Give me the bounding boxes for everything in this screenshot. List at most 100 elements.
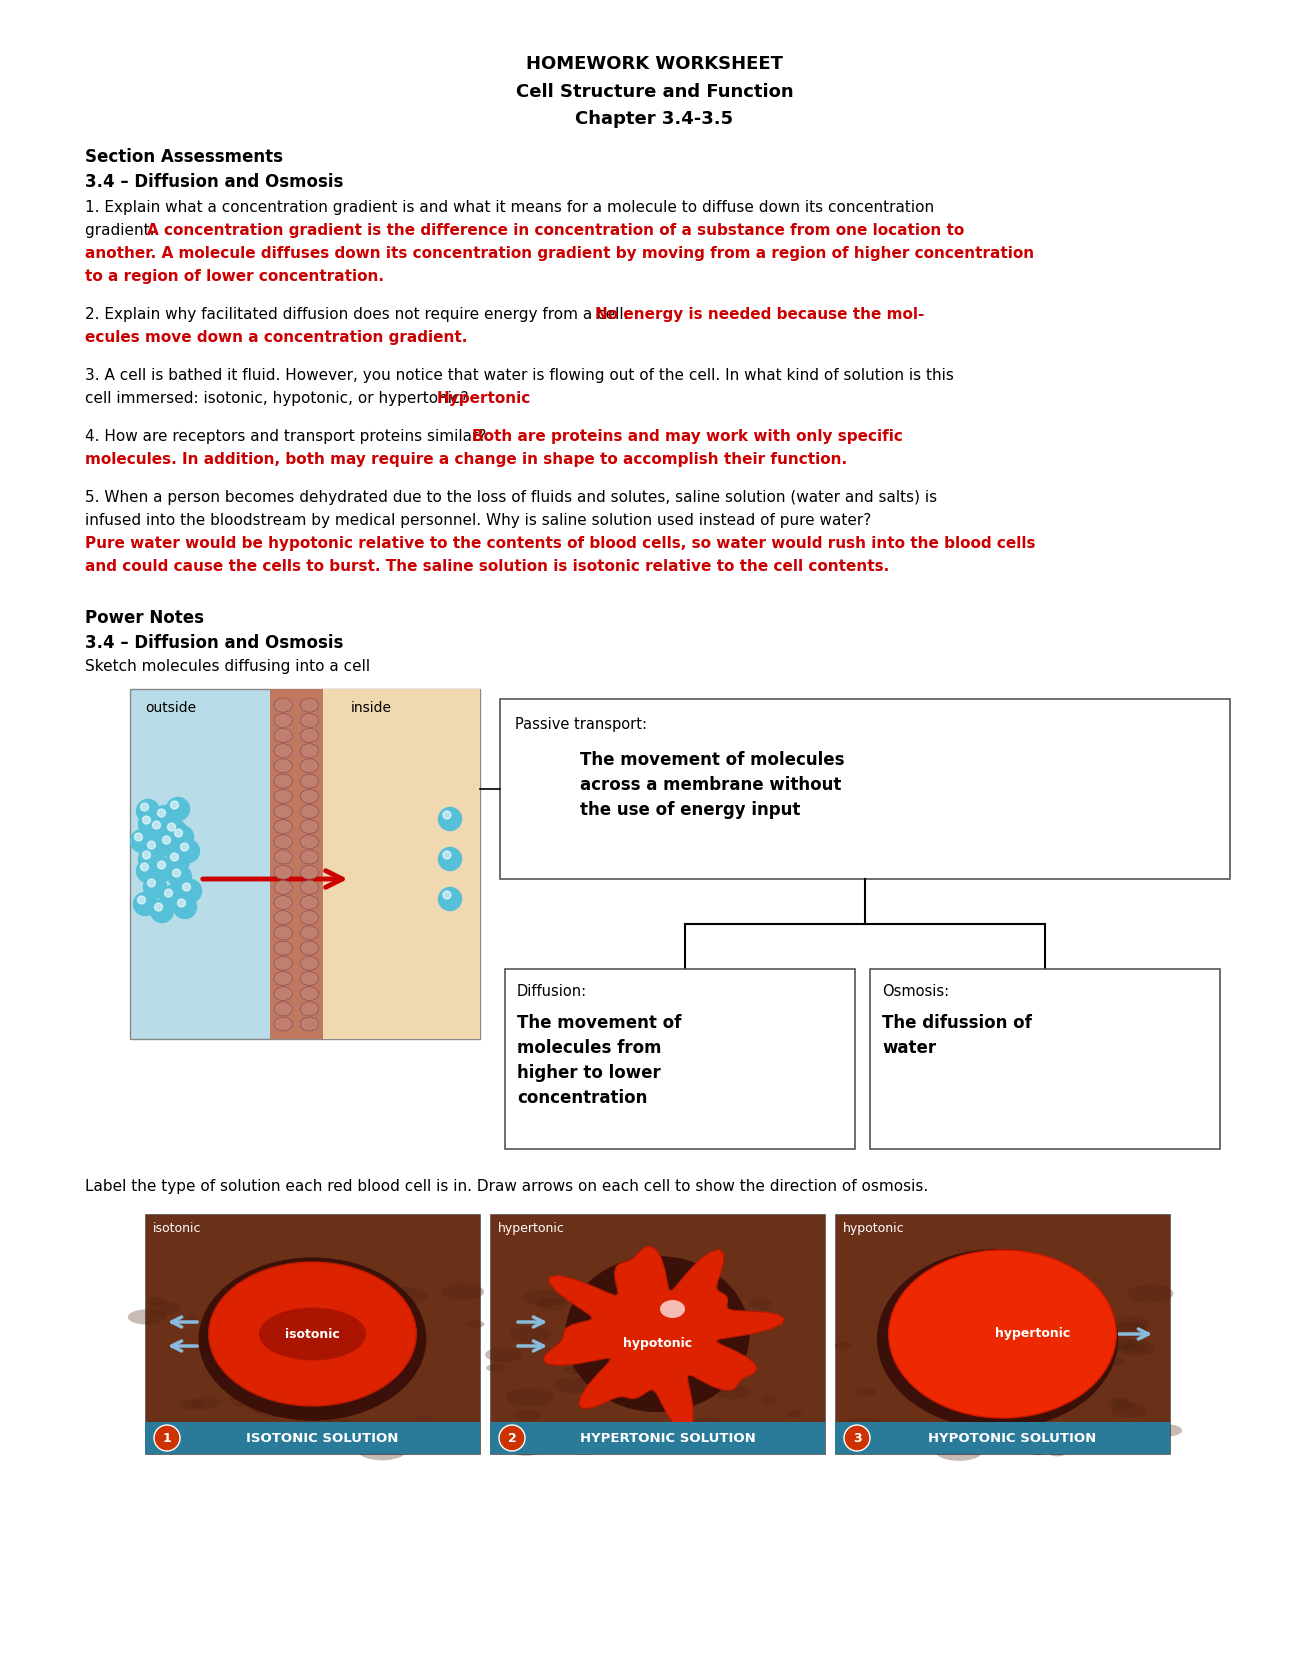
- Ellipse shape: [648, 1441, 669, 1449]
- Ellipse shape: [1114, 1316, 1151, 1329]
- Bar: [505, 969, 855, 1149]
- Ellipse shape: [300, 774, 318, 787]
- Ellipse shape: [274, 699, 292, 712]
- Text: 3. A cell is bathed it fluid. However, you notice that water is flowing out of t: 3. A cell is bathed it fluid. However, y…: [85, 369, 954, 384]
- Ellipse shape: [877, 1249, 1118, 1429]
- Circle shape: [182, 882, 191, 891]
- Ellipse shape: [300, 971, 318, 986]
- Ellipse shape: [513, 1409, 541, 1421]
- Ellipse shape: [274, 971, 292, 986]
- Circle shape: [499, 1424, 525, 1451]
- Bar: [490, 1214, 825, 1454]
- Text: HYPOTONIC SOLUTION: HYPOTONIC SOLUTION: [928, 1431, 1097, 1444]
- Ellipse shape: [644, 1284, 664, 1293]
- Text: Chapter 3.4-3.5: Chapter 3.4-3.5: [576, 110, 733, 128]
- Ellipse shape: [300, 804, 318, 819]
- Text: Section Assessments: Section Assessments: [85, 148, 283, 167]
- Bar: [130, 689, 480, 1039]
- Ellipse shape: [274, 926, 292, 939]
- Ellipse shape: [148, 1301, 182, 1316]
- Text: gradient.: gradient.: [85, 224, 160, 239]
- Circle shape: [153, 806, 177, 829]
- Text: molecules. In addition, both may require a change in shape to accomplish their f: molecules. In addition, both may require…: [85, 452, 847, 467]
- Ellipse shape: [300, 714, 318, 727]
- Text: Sketch molecules diffusing into a cell: Sketch molecules diffusing into a cell: [85, 659, 370, 674]
- Ellipse shape: [466, 1321, 484, 1328]
- Text: outside: outside: [145, 701, 196, 716]
- Ellipse shape: [840, 1418, 886, 1436]
- Ellipse shape: [509, 1326, 550, 1343]
- Ellipse shape: [1093, 1354, 1124, 1368]
- Ellipse shape: [415, 1414, 432, 1421]
- Circle shape: [144, 876, 166, 899]
- Ellipse shape: [229, 1391, 268, 1408]
- Text: Label the type of solution each red blood cell is in. Draw arrows on each cell t: Label the type of solution each red bloo…: [85, 1179, 928, 1194]
- Ellipse shape: [563, 1366, 585, 1374]
- Ellipse shape: [300, 956, 318, 971]
- Ellipse shape: [300, 866, 318, 879]
- Ellipse shape: [1110, 1323, 1148, 1338]
- Ellipse shape: [936, 1441, 983, 1461]
- Circle shape: [439, 807, 462, 831]
- Circle shape: [140, 862, 148, 871]
- Ellipse shape: [357, 1441, 407, 1460]
- Ellipse shape: [274, 774, 292, 787]
- Text: HYPERTONIC SOLUTION: HYPERTONIC SOLUTION: [580, 1431, 755, 1444]
- Circle shape: [154, 1424, 181, 1451]
- Text: 1. Explain what a concentration gradient is and what it means for a molecule to : 1. Explain what a concentration gradient…: [85, 200, 935, 215]
- Bar: [835, 1423, 1170, 1454]
- Ellipse shape: [893, 1429, 939, 1448]
- Ellipse shape: [228, 1429, 266, 1444]
- Text: inside: inside: [351, 701, 391, 716]
- Ellipse shape: [300, 911, 318, 924]
- Text: HOMEWORK WORKSHEET: HOMEWORK WORKSHEET: [526, 55, 783, 73]
- Text: isotonic: isotonic: [153, 1223, 202, 1234]
- Ellipse shape: [300, 1002, 318, 1016]
- Text: ecules move down a concentration gradient.: ecules move down a concentration gradien…: [85, 330, 467, 345]
- Text: 4. How are receptors and transport proteins similar?: 4. How are receptors and transport prote…: [85, 429, 491, 444]
- Ellipse shape: [382, 1321, 395, 1328]
- Text: another. A molecule diffuses down its concentration gradient by moving from a re: another. A molecule diffuses down its co…: [85, 245, 1034, 260]
- Text: Pure water would be hypotonic relative to the contents of blood cells, so water : Pure water would be hypotonic relative t…: [85, 535, 1035, 550]
- Text: infused into the bloodstream by medical personnel. Why is saline solution used i: infused into the bloodstream by medical …: [85, 514, 872, 529]
- Bar: [145, 1214, 480, 1454]
- Circle shape: [174, 829, 182, 837]
- Circle shape: [136, 799, 160, 822]
- Text: hypertonic: hypertonic: [497, 1223, 565, 1234]
- Ellipse shape: [1124, 1343, 1148, 1353]
- Circle shape: [162, 836, 170, 844]
- Text: Hypertonic: Hypertonic: [437, 390, 531, 405]
- Ellipse shape: [787, 1411, 802, 1416]
- Ellipse shape: [300, 1017, 318, 1031]
- Bar: [270, 689, 322, 1039]
- Ellipse shape: [251, 1286, 291, 1303]
- Ellipse shape: [568, 1441, 602, 1454]
- Ellipse shape: [274, 819, 292, 834]
- Ellipse shape: [925, 1321, 962, 1336]
- Circle shape: [170, 826, 194, 849]
- Ellipse shape: [274, 789, 292, 804]
- Ellipse shape: [572, 1359, 618, 1378]
- Ellipse shape: [128, 1309, 166, 1324]
- Ellipse shape: [304, 1413, 352, 1433]
- Ellipse shape: [274, 896, 292, 909]
- Ellipse shape: [300, 941, 318, 956]
- Text: 5. When a person becomes dehydrated due to the loss of fluids and solutes, salin: 5. When a person becomes dehydrated due …: [85, 490, 937, 505]
- Text: No energy is needed because the mol-: No energy is needed because the mol-: [596, 307, 924, 322]
- Ellipse shape: [660, 1379, 670, 1384]
- Circle shape: [164, 819, 186, 842]
- Circle shape: [173, 869, 181, 877]
- Circle shape: [169, 866, 191, 889]
- Circle shape: [154, 902, 162, 911]
- Ellipse shape: [681, 1299, 724, 1316]
- Circle shape: [157, 809, 165, 817]
- Circle shape: [178, 899, 186, 907]
- Text: 3: 3: [852, 1431, 861, 1444]
- Ellipse shape: [687, 1418, 725, 1433]
- Ellipse shape: [1003, 1289, 1041, 1304]
- Ellipse shape: [300, 926, 318, 939]
- Circle shape: [158, 832, 182, 856]
- Ellipse shape: [208, 1263, 416, 1406]
- Ellipse shape: [759, 1308, 770, 1311]
- Text: Cell Structure and Function: Cell Structure and Function: [516, 83, 793, 102]
